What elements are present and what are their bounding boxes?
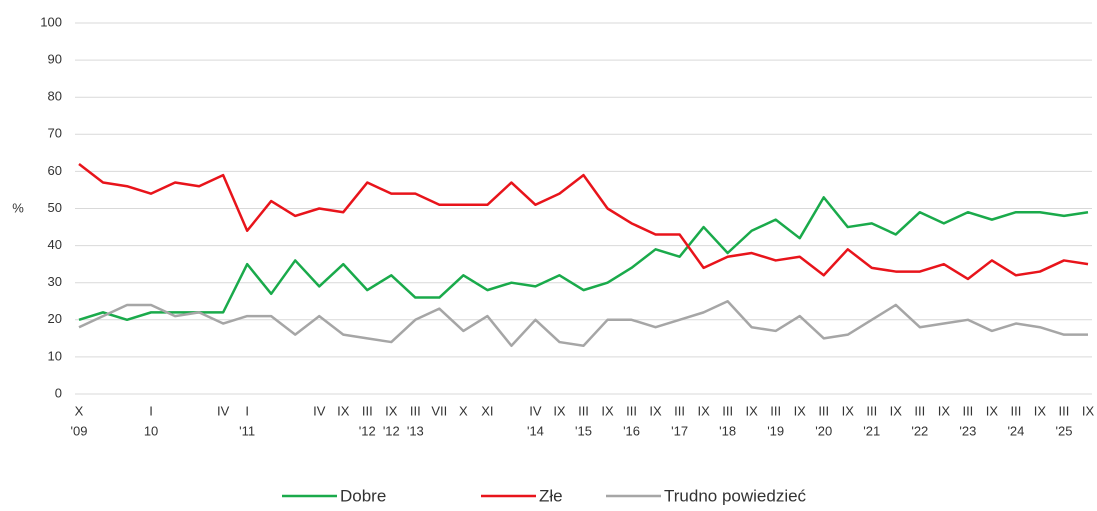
x-year-label: '25 [1055, 423, 1072, 438]
x-tick-label: IX [986, 403, 999, 418]
series-line [78, 162, 1089, 281]
y-tick-label: 30 [48, 274, 62, 289]
x-tick-label: III [866, 403, 877, 418]
x-year-label: '24 [1007, 423, 1024, 438]
x-year-label: '14 [527, 423, 544, 438]
x-tick-label: IX [385, 403, 398, 418]
x-tick-label: I [149, 403, 153, 418]
x-tick-label: IX [890, 403, 903, 418]
x-tick-label: III [1059, 403, 1070, 418]
x-year-label: '21 [863, 423, 880, 438]
x-tick-label: IX [553, 403, 566, 418]
x-tick-label: X [459, 403, 468, 418]
x-tick-label: III [626, 403, 637, 418]
x-tick-label: IX [601, 403, 614, 418]
x-tick-label: IV [529, 403, 542, 418]
x-tick-label: IX [842, 403, 855, 418]
y-tick-label: 70 [48, 126, 62, 141]
x-year-label: '18 [719, 423, 736, 438]
x-tick-label: III [770, 403, 781, 418]
x-tick-label: IV [217, 403, 230, 418]
x-tick-label: I [245, 403, 249, 418]
x-tick-label: IV [313, 403, 326, 418]
x-year-label: '19 [767, 423, 784, 438]
y-tick-label: 60 [48, 163, 62, 178]
x-year-label: '15 [575, 423, 592, 438]
x-tick-label: VII [431, 403, 447, 418]
y-tick-label: 90 [48, 52, 62, 67]
y-tick-label: 20 [48, 311, 62, 326]
series-line [78, 196, 1089, 322]
x-tick-label: III [362, 403, 373, 418]
x-year-label: '16 [623, 423, 640, 438]
x-year-label: '13 [407, 423, 424, 438]
x-year-label: '09 [71, 423, 88, 438]
x-tick-label: XI [481, 403, 493, 418]
y-axis-label: % [12, 200, 24, 215]
x-year-label: '12 [383, 423, 400, 438]
x-tick-label: III [962, 403, 973, 418]
x-tick-label: III [722, 403, 733, 418]
x-tick-label: IX [1082, 403, 1095, 418]
x-tick-label: III [914, 403, 925, 418]
y-tick-label: 0 [55, 385, 62, 400]
x-year-label: '11 [239, 423, 255, 438]
x-tick-label: III [818, 403, 829, 418]
legend-label: Trudno powiedzieć [664, 486, 807, 505]
y-tick-label: 100 [40, 14, 62, 29]
x-year-label: '22 [911, 423, 928, 438]
x-year-label: '23 [959, 423, 976, 438]
legend-label: Złe [539, 486, 563, 505]
x-tick-label: IX [794, 403, 807, 418]
y-tick-label: 50 [48, 200, 62, 215]
series-line [78, 300, 1088, 348]
x-tick-label: IX [697, 403, 710, 418]
x-tick-label: IX [337, 403, 350, 418]
x-tick-label: III [578, 403, 589, 418]
x-tick-label: IX [649, 403, 662, 418]
y-tick-label: 10 [48, 348, 62, 363]
x-tick-label: IX [746, 403, 759, 418]
y-tick-label: 40 [48, 237, 62, 252]
x-tick-label: IX [1034, 403, 1047, 418]
x-tick-label: III [674, 403, 685, 418]
x-tick-label: IX [938, 403, 951, 418]
y-tick-label: 80 [48, 89, 62, 104]
x-year-label: '17 [671, 423, 688, 438]
legend-label: Dobre [340, 486, 386, 505]
x-year-label: '12 [359, 423, 376, 438]
x-year-label: '20 [815, 423, 832, 438]
x-tick-label: X [75, 403, 84, 418]
x-year-label: 10 [144, 423, 158, 438]
x-tick-label: III [1011, 403, 1022, 418]
x-tick-label: III [410, 403, 421, 418]
